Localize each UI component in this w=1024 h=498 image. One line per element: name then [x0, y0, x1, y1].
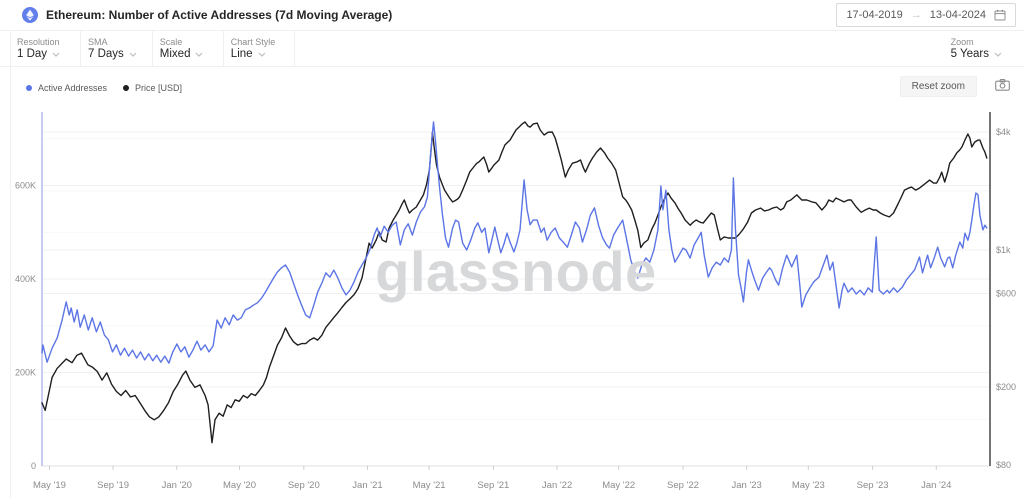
- svg-text:Jan '20: Jan '20: [162, 480, 192, 491]
- svg-text:Sep '22: Sep '22: [667, 480, 699, 491]
- sma-value: 7 Days: [88, 48, 124, 60]
- date-range-arrow-icon: →: [910, 9, 922, 21]
- chart-style-dropdown[interactable]: Chart Style Line: [224, 31, 295, 66]
- resolution-value: 1 Day: [17, 48, 48, 60]
- svg-text:May '21: May '21: [413, 480, 446, 491]
- legend-item-active-addresses[interactable]: Active Addresses: [26, 83, 107, 93]
- chart-area: 0 200K 400K 600K $80 $200 $600 $1k $4k May '19 Sep…: [0, 108, 1024, 498]
- camera-icon[interactable]: [995, 79, 1010, 91]
- resolution-dropdown[interactable]: Resolution 1 Day: [10, 31, 81, 66]
- svg-text:$1k: $1k: [996, 245, 1011, 255]
- chart-canvas[interactable]: 0 200K 400K 600K $80 $200 $600 $1k $4k May '19 Sep…: [0, 108, 1024, 498]
- svg-text:Jan '23: Jan '23: [732, 480, 762, 491]
- active-addresses-dot-icon: [26, 84, 32, 91]
- scale-value: Mixed: [159, 48, 191, 60]
- chevron-down-icon: [258, 52, 265, 57]
- scale-dropdown[interactable]: Scale Mixed: [153, 31, 224, 66]
- header: Ethereum: Number of Active Addresses (7d…: [0, 0, 1024, 30]
- svg-text:Sep '20: Sep '20: [288, 480, 320, 491]
- scale-label: Scale: [159, 37, 183, 47]
- legend-row: Active Addresses Price [USD] Reset zoom: [0, 67, 1024, 108]
- chevron-down-icon: [994, 52, 1002, 57]
- chevron-down-icon: [196, 52, 203, 57]
- svg-text:Sep '19: Sep '19: [97, 480, 129, 491]
- chevron-down-icon: [129, 52, 137, 57]
- svg-text:May '19: May '19: [33, 480, 66, 491]
- svg-text:$4k: $4k: [996, 127, 1011, 137]
- zoom-dropdown[interactable]: Zoom 5 Years: [951, 31, 1002, 66]
- control-bar: Resolution 1 Day SMA 7 Days Scale Mixed …: [0, 30, 1024, 67]
- svg-text:May '23: May '23: [792, 480, 825, 491]
- sma-label: SMA: [88, 37, 108, 47]
- svg-text:Jan '24: Jan '24: [921, 480, 951, 491]
- svg-text:0: 0: [31, 461, 36, 471]
- svg-text:Jan '22: Jan '22: [542, 480, 572, 491]
- sma-dropdown[interactable]: SMA 7 Days: [81, 31, 153, 66]
- svg-text:200K: 200K: [15, 368, 36, 378]
- svg-text:$200: $200: [996, 382, 1016, 392]
- svg-text:May '22: May '22: [602, 480, 635, 491]
- date-to-input[interactable]: 13-04-2024: [929, 9, 986, 21]
- legend-item-price-usd[interactable]: Price [USD]: [123, 83, 182, 93]
- resolution-label: Resolution: [17, 37, 60, 47]
- legend-label: Price [USD]: [135, 82, 183, 93]
- legend-label: Active Addresses: [38, 82, 108, 93]
- svg-text:Sep '21: Sep '21: [477, 480, 509, 491]
- zoom-label: Zoom: [950, 37, 974, 47]
- reset-zoom-button[interactable]: Reset zoom: [899, 76, 977, 97]
- date-range-picker[interactable]: 17-04-2019 → 13-04-2024: [836, 3, 1016, 27]
- chevron-down-icon: [52, 52, 60, 57]
- zoom-value: 5 Years: [950, 48, 989, 60]
- svg-text:$600: $600: [996, 288, 1016, 298]
- svg-text:400K: 400K: [15, 274, 36, 284]
- date-from-input[interactable]: 17-04-2019: [846, 9, 903, 21]
- svg-text:600K: 600K: [15, 181, 36, 191]
- svg-text:$80: $80: [996, 460, 1011, 470]
- ethereum-icon: [22, 7, 38, 23]
- svg-text:Sep '23: Sep '23: [857, 480, 889, 491]
- svg-text:Jan '21: Jan '21: [352, 480, 382, 491]
- calendar-icon[interactable]: [994, 9, 1006, 21]
- panel-left-border: [10, 30, 11, 498]
- chart-title: Ethereum: Number of Active Addresses (7d…: [46, 8, 393, 22]
- svg-text:May '20: May '20: [223, 480, 256, 491]
- chart-style-label: Chart Style: [230, 37, 276, 47]
- price-usd-dot-icon: [123, 84, 130, 91]
- chart-style-value: Line: [230, 48, 253, 60]
